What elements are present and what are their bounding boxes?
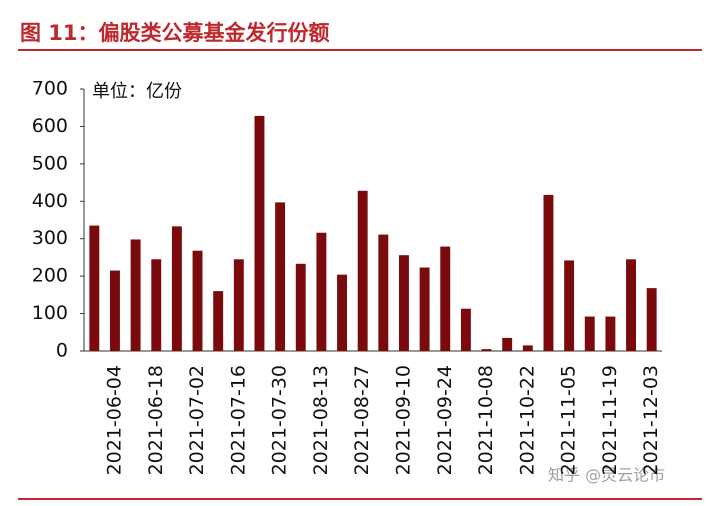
bar <box>89 225 100 351</box>
x-tick-label: 2021-11-05 <box>558 365 580 475</box>
bar <box>233 259 244 351</box>
x-tick-label: 2021-12-03 <box>640 365 662 475</box>
x-tick-label: 2021-10-08 <box>475 365 497 475</box>
bar <box>254 115 265 351</box>
bar <box>316 232 327 351</box>
x-tick-label: 2021-08-13 <box>310 365 332 475</box>
y-tick-label: 300 <box>32 227 68 249</box>
bar <box>522 345 533 351</box>
y-tick-label: 0 <box>56 340 68 362</box>
bar <box>481 349 492 351</box>
x-tick-label: 2021-08-27 <box>351 365 373 475</box>
bar <box>357 190 368 351</box>
y-tick-label: 200 <box>32 265 68 287</box>
bar <box>399 255 409 351</box>
x-tick-label: 2021-07-30 <box>269 365 291 475</box>
bar <box>110 270 120 351</box>
bar <box>378 234 389 351</box>
bar <box>213 291 224 351</box>
x-tick-label: 2021-11-19 <box>599 365 621 475</box>
bar <box>605 316 616 351</box>
bar <box>275 202 286 351</box>
bar <box>564 260 575 351</box>
x-tick-label: 2021-07-16 <box>227 365 249 475</box>
y-tick-label: 500 <box>32 152 68 174</box>
bar <box>295 263 306 351</box>
bar <box>584 316 595 351</box>
x-tick-label: 2021-10-22 <box>516 365 538 475</box>
bar <box>646 288 657 351</box>
bar <box>460 308 471 351</box>
bar <box>171 226 182 351</box>
chart-title: 图 11：偏股类公募基金发行份额 <box>20 21 330 45</box>
x-tick-label: 2021-07-02 <box>186 365 208 475</box>
watermark: 知乎 @灵云论市 <box>548 466 665 485</box>
bar <box>543 194 554 351</box>
y-tick-label: 700 <box>32 78 68 100</box>
y-tick-label: 400 <box>32 190 68 212</box>
bar <box>502 337 513 351</box>
unit-label: 单位：亿份 <box>92 81 182 102</box>
y-tick-label: 100 <box>32 302 68 324</box>
bar <box>440 246 451 351</box>
bar <box>192 250 203 351</box>
x-tick-label: 2021-06-04 <box>103 365 125 475</box>
bar <box>419 267 430 351</box>
x-tick-label: 2021-09-10 <box>392 365 414 475</box>
bar <box>130 239 141 351</box>
bar <box>626 259 636 351</box>
y-tick-label: 600 <box>32 115 68 137</box>
x-tick-label: 2021-06-18 <box>145 365 167 475</box>
x-tick-label: 2021-09-24 <box>434 365 456 475</box>
bar <box>337 274 347 351</box>
bar <box>151 259 162 351</box>
